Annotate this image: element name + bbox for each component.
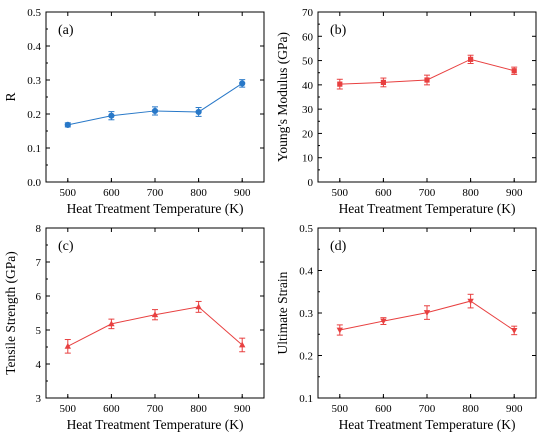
x-tick-label: 800 [190, 187, 207, 199]
x-tick-label: 500 [332, 187, 349, 199]
data-point [64, 121, 71, 128]
y-tick-label: 50 [302, 56, 314, 68]
data-point [467, 298, 474, 305]
x-tick-label: 900 [234, 187, 251, 199]
y-tick-label: 4 [36, 359, 42, 371]
y-axis-label: Tensile Strength (GPa) [3, 251, 18, 375]
data-point [151, 107, 159, 115]
data-point [239, 341, 246, 348]
y-tick-label: 0 [308, 177, 314, 189]
data-point [64, 342, 71, 349]
y-tick-label: 30 [302, 104, 314, 116]
y-tick-label: 0.5 [299, 223, 313, 235]
x-tick-label: 500 [60, 403, 77, 415]
x-tick-label: 600 [375, 403, 392, 415]
x-axis-label: Heat Treatment Temperature (K) [67, 417, 244, 432]
data-point [195, 303, 202, 310]
x-axis-label: Heat Treatment Temperature (K) [339, 417, 516, 432]
x-tick-label: 800 [190, 403, 207, 415]
y-tick-label: 40 [302, 80, 314, 92]
y-axis-label: Young's Modulus (GPa) [275, 32, 290, 162]
panel-label: (b) [330, 23, 347, 38]
data-point [151, 311, 159, 318]
y-tick-label: 0.3 [27, 75, 41, 87]
y-tick-label: 5 [36, 325, 42, 337]
y-tick-label: 0.0 [27, 177, 41, 189]
y-tick-label: 60 [302, 31, 314, 43]
y-tick-label: 0.4 [27, 41, 41, 53]
data-point [195, 108, 202, 116]
x-axis-label: Heat Treatment Temperature (K) [339, 201, 516, 216]
x-tick-label: 600 [103, 187, 120, 199]
data-point [380, 318, 387, 325]
panel-label: (d) [330, 239, 347, 254]
data-point [380, 79, 386, 86]
x-tick-label: 900 [506, 187, 523, 199]
data-point [511, 68, 517, 74]
x-tick-label: 800 [462, 403, 479, 415]
panel-b: 500 600 700 800 900 0 10 20 30 40 50 60 70 Heat Treat… [275, 7, 537, 216]
x-tick-label: 600 [103, 403, 120, 415]
data-point [239, 80, 246, 87]
y-tick-label: 3 [36, 393, 42, 405]
data-point [108, 320, 115, 327]
x-axis-label: Heat Treatment Temperature (K) [67, 201, 244, 216]
data-point [337, 81, 343, 87]
x-tick-label: 800 [462, 187, 479, 199]
x-tick-label: 700 [419, 403, 436, 415]
y-axis-label: R [3, 92, 18, 101]
x-tick-label: 900 [506, 403, 523, 415]
data-point [336, 327, 343, 334]
series-line [67, 82, 243, 126]
y-tick-label: 0.1 [27, 143, 41, 155]
panel-label: (c) [58, 239, 74, 254]
plot-frame [317, 11, 537, 183]
panel-d: 500 600 700 800 900 0.1 0.2 0.3 0.4 0.5 Heat Treat… [275, 223, 537, 432]
data-point [424, 77, 430, 83]
panel-label: (a) [58, 23, 74, 38]
y-tick-label: 0.1 [299, 393, 313, 405]
y-tick-label: 0.5 [27, 7, 41, 19]
x-tick-label: 600 [375, 187, 392, 199]
x-tick-label: 700 [419, 187, 436, 199]
y-tick-label: 8 [36, 223, 42, 235]
x-tick-label: 500 [332, 403, 349, 415]
x-tick-label: 900 [234, 403, 251, 415]
y-tick-label: 6 [36, 291, 42, 303]
panel-c: 500 600 700 800 900 3 4 5 6 7 8 Heat Treatment Temp… [3, 223, 265, 432]
y-tick-label: 0.3 [299, 308, 313, 320]
x-tick-label: 500 [60, 187, 77, 199]
data-point [423, 310, 431, 316]
y-tick-label: 0.2 [27, 109, 41, 121]
y-tick-label: 20 [302, 128, 314, 140]
data-point [108, 112, 115, 119]
x-tick-label: 700 [147, 187, 164, 199]
y-tick-label: 0.4 [299, 266, 313, 278]
data-point [511, 328, 518, 334]
y-tick-label: 0.2 [299, 351, 313, 363]
y-tick-label: 7 [36, 257, 42, 269]
x-tick-label: 700 [147, 403, 164, 415]
y-tick-label: 70 [302, 7, 314, 19]
panel-a: 500 600 700 800 900 0.0 0.1 0.2 0.3 0.4 0.5 Heat Tr… [3, 7, 265, 216]
y-axis-label: Ultimate Strain [275, 271, 290, 354]
data-point [468, 56, 474, 62]
plot-frame [45, 11, 265, 183]
y-tick-label: 10 [302, 153, 314, 165]
